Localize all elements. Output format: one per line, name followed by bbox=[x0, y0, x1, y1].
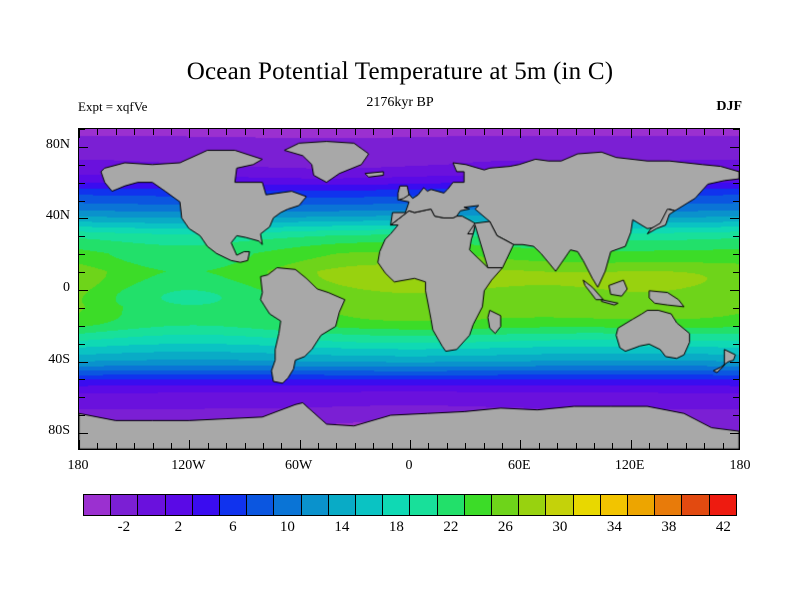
colorbar-tick-label: 30 bbox=[552, 519, 568, 535]
colorbar-cell bbox=[628, 495, 656, 515]
colorbar-cell bbox=[138, 495, 166, 515]
colorbar-cell bbox=[492, 495, 520, 515]
colorbar-cell bbox=[220, 495, 248, 515]
colorbar-cell bbox=[274, 495, 302, 515]
colorbar-cell bbox=[356, 495, 384, 515]
colorbar-cell bbox=[682, 495, 710, 515]
colorbar-cell bbox=[600, 495, 629, 515]
colorbar-tick-label: 42 bbox=[715, 519, 731, 535]
colorbar-tick-label: -2 bbox=[117, 519, 131, 535]
colorbar-tick-label: 10 bbox=[279, 519, 295, 535]
colorbar-cell bbox=[328, 495, 357, 515]
x-tick-label: 60E bbox=[508, 458, 531, 473]
x-tick-label: 180 bbox=[67, 458, 89, 473]
colorbar-cell bbox=[383, 495, 411, 515]
colorbar-cell bbox=[301, 495, 329, 515]
colorbar-cell bbox=[165, 495, 193, 515]
colorbar bbox=[83, 494, 737, 516]
y-tick-label: 40S bbox=[48, 351, 70, 367]
colorbar-tick-label: 34 bbox=[606, 519, 622, 535]
colorbar-tick-label: 6 bbox=[229, 519, 237, 535]
colorbar-cell bbox=[437, 495, 465, 515]
colorbar-tick-label: 14 bbox=[334, 519, 350, 535]
season-label: DJF bbox=[716, 99, 742, 114]
colorbar-cell bbox=[84, 495, 112, 515]
colorbar-tick-label: 22 bbox=[443, 519, 459, 535]
colorbar-tick-label: 18 bbox=[388, 519, 404, 535]
y-tick-label: 80S bbox=[48, 423, 70, 439]
colorbar-tick-label: 2 bbox=[174, 519, 183, 535]
y-tick-label: 80N bbox=[45, 136, 70, 152]
sst-heatmap-canvas bbox=[79, 129, 739, 449]
colorbar-cell bbox=[192, 495, 221, 515]
y-tick-label: 40N bbox=[45, 208, 70, 224]
colorbar-tick-label: 26 bbox=[497, 519, 513, 535]
subtitle-period: 2176kyr BP bbox=[366, 95, 434, 110]
x-tick-label: 120E bbox=[614, 458, 645, 473]
colorbar-cell bbox=[519, 495, 547, 515]
x-tick-label: 0 bbox=[405, 458, 413, 473]
colorbar-cell bbox=[410, 495, 438, 515]
experiment-label: Expt = xqfVe bbox=[78, 99, 148, 114]
colorbar-cell bbox=[464, 495, 493, 515]
y-tick-label: 0 bbox=[63, 280, 70, 295]
x-tick-label: 60W bbox=[285, 458, 313, 473]
map-plot-area bbox=[78, 128, 740, 450]
colorbar-cell bbox=[655, 495, 683, 515]
x-tick-label: 180 bbox=[729, 458, 751, 473]
colorbar-cell bbox=[247, 495, 275, 515]
colorbar-cell bbox=[546, 495, 574, 515]
colorbar-cell bbox=[709, 495, 736, 515]
colorbar-tick-label: 38 bbox=[661, 519, 677, 535]
colorbar-cell bbox=[111, 495, 139, 515]
page-title: Ocean Potential Temperature at 5m (in C) bbox=[186, 58, 614, 85]
colorbar-cell bbox=[573, 495, 601, 515]
x-tick-label: 120W bbox=[171, 458, 206, 473]
